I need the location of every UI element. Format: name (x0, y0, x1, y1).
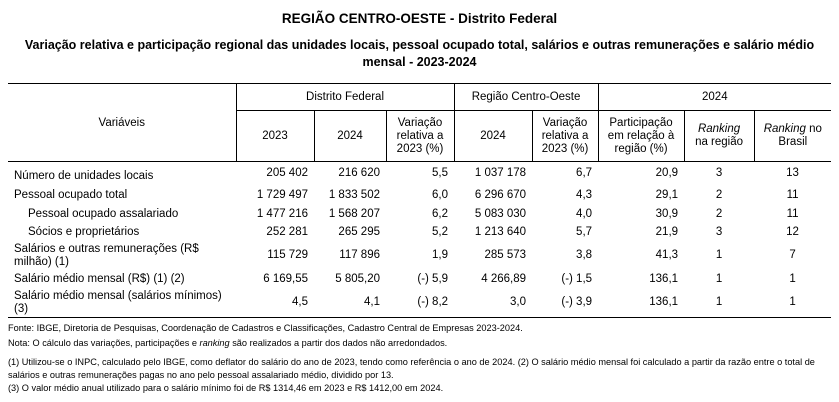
cell-df-var: 6,0 (432, 188, 449, 201)
header-ranking-brasil: Ranking no Brasil (753, 110, 832, 162)
ranking-italic: Ranking (697, 123, 741, 135)
cell-df-2023: 1 477 216 (256, 207, 308, 220)
cell-df-2024: 1 833 502 (328, 188, 380, 201)
cell-df-2024: 5 805,20 (335, 272, 380, 285)
cell-reg-2024: 4 266,89 (481, 272, 527, 285)
document-subtitle: Variação relativa e participação regiona… (24, 38, 815, 69)
header-row-groups: Variáveis Distrito Federal Região Centro… (8, 83, 832, 162)
cell-rank-brasil: 7 (789, 249, 796, 261)
source-note: Fonte: IBGE, Diretoria de Pesquisas, Coo… (8, 323, 523, 333)
note-text: Nota: O cálculo das variações, participa… (8, 338, 200, 348)
cell-df-2023: 252 281 (266, 225, 308, 238)
header-df-2023: 2023 (235, 110, 314, 162)
header-variables: Variáveis (8, 83, 236, 162)
cell-df-var: 1,9 (432, 249, 449, 261)
row-label: Número de unidades locais (14, 169, 154, 182)
cell-participacao: 20,9 (655, 167, 679, 179)
cell-participacao: 41,3 (655, 249, 679, 261)
row-label: Sócios e proprietários (28, 225, 140, 238)
cell-rank-brasil: 11 (786, 207, 799, 220)
table-row: Pessoal ocupado total 1 729 497 1 833 50… (8, 185, 831, 205)
cell-reg-var: 4,0 (576, 207, 593, 220)
row-label: Salário médio mensal (R$) (1) (2) (14, 272, 185, 285)
cell-df-var: (-) 5,9 (417, 272, 449, 285)
cell-participacao: 21,9 (655, 225, 679, 238)
table-row: Salário médio mensal (salários mínimos) … (8, 288, 832, 318)
data-table: Variáveis Distrito Federal Região Centro… (8, 83, 832, 318)
header-regiao-2024: 2024 (453, 110, 533, 162)
cell-rank-regiao: 3 (715, 225, 723, 238)
cell-reg-var: 6,7 (576, 167, 593, 179)
cell-df-2024: 1 568 207 (328, 207, 380, 220)
cell-reg-var: 4,3 (576, 188, 593, 201)
cell-reg-2024: 5 083 030 (474, 207, 527, 220)
table-row: Número de unidades locais 205 402 216 62… (8, 162, 831, 186)
cell-reg-var: 3,8 (576, 249, 593, 261)
cell-df-2024: 216 620 (338, 167, 380, 179)
document-title: REGIÃO CENTRO-OESTE - Distrito Federal (281, 11, 558, 26)
cell-reg-var: 5,7 (576, 225, 593, 238)
header-group-2024: 2024 (597, 83, 832, 111)
cell-df-2023: 115 729 (267, 249, 308, 261)
cell-rank-regiao: 3 (715, 167, 723, 179)
cell-df-var: 6,2 (432, 207, 449, 220)
cell-reg-2024: 1 037 178 (474, 167, 527, 179)
cell-participacao: 29,1 (655, 188, 679, 201)
cell-df-2024: 117 896 (339, 249, 380, 261)
table-row: Sócios e proprietários 252 281 265 295 5… (8, 223, 831, 241)
cell-rank-brasil: 13 (786, 167, 799, 179)
cell-rank-brasil: 1 (754, 288, 832, 318)
note-text: são realizados a partir dos dados não ar… (229, 338, 448, 348)
header-group-distrito-federal: Distrito Federal (235, 83, 455, 111)
cell-df-var: (-) 8,2 (386, 288, 455, 318)
cell-participacao: 136,1 (649, 272, 679, 285)
cell-rank-regiao: 1 (684, 288, 755, 318)
cell-df-2023: 4,5 (236, 288, 314, 318)
cell-df-2023: 205 402 (266, 167, 308, 179)
ranking-brasil-rest: no Brasil (778, 123, 822, 148)
cell-rank-regiao: 1 (715, 272, 723, 285)
header-group-regiao: Região Centro-Oeste (453, 83, 599, 111)
cell-rank-regiao: 2 (715, 188, 723, 201)
cell-df-var: 5,2 (432, 225, 449, 238)
cell-reg-2024: 3,0 (454, 288, 533, 318)
cell-df-2024: 265 295 (338, 225, 380, 238)
row-label: Salários e outras remunerações (R$ milhã… (14, 242, 199, 268)
header-ranking-regiao: Ranking na região (683, 110, 755, 162)
cell-reg-var: (-) 1,5 (561, 272, 593, 285)
cell-participacao: 30,9 (655, 207, 679, 220)
header-row-columns: 2023 2024 Variação relativa a 2023 (%) 2… (8, 110, 832, 162)
ranking-italic: Ranking (763, 123, 806, 135)
cell-rank-brasil: 1 (789, 272, 796, 285)
table-row: Salário médio mensal (R$) (1) (2) 6 169,… (8, 270, 831, 288)
cell-reg-2024: 6 296 670 (474, 188, 527, 201)
cell-participacao: 136,1 (598, 288, 685, 318)
cell-rank-regiao: 1 (715, 249, 723, 261)
row-label: Pessoal ocupado assalariado (28, 207, 179, 220)
cell-df-2024: 4,1 (314, 288, 386, 318)
cell-rank-brasil: 12 (786, 225, 799, 238)
cell-rank-brasil: 11 (786, 188, 799, 201)
cell-df-var: 5,5 (432, 167, 449, 179)
cell-rank-regiao: 2 (715, 207, 723, 220)
table-row: Salários e outras remunerações (R$ milhã… (8, 241, 831, 270)
cell-reg-var: (-) 3,9 (532, 288, 599, 318)
header-df-variacao: Variação relativa a 2023 (%) (385, 110, 455, 162)
footnote-1-2: (1) Utilizou-se o INPC, calculado pelo I… (8, 357, 815, 380)
method-note: Nota: O cálculo das variações, participa… (8, 337, 831, 350)
note-italic: ranking (199, 338, 230, 348)
ranking-regiao-rest: na região (695, 136, 744, 148)
cell-df-2023: 6 169,55 (263, 272, 308, 285)
header-df-2024: 2024 (313, 110, 386, 162)
footnote-3: (3) O valor médio anual utilizado para o… (8, 383, 444, 393)
header-regiao-variacao: Variação relativa a 2023 (%) (531, 110, 599, 162)
cell-reg-2024: 1 213 640 (474, 225, 527, 238)
row-label: Salário médio mensal (salários mínimos) … (8, 288, 236, 318)
table-row: Pessoal ocupado assalariado 1 477 216 1 … (8, 205, 831, 223)
header-participacao: Participação em relação à região (%) (597, 110, 685, 162)
cell-reg-2024: 285 573 (484, 249, 527, 261)
cell-df-2023: 1 729 497 (256, 188, 308, 201)
row-label: Pessoal ocupado total (14, 188, 128, 201)
